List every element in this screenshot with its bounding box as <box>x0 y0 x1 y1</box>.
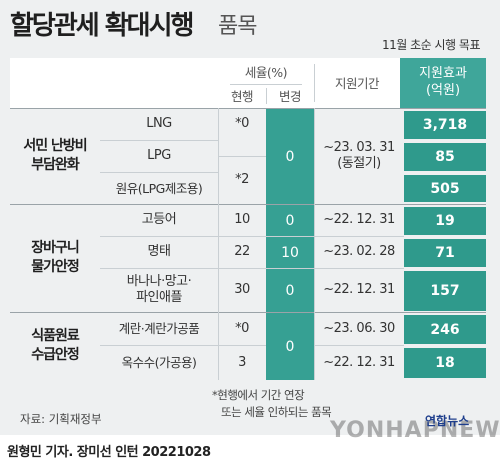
item-lng: LNG <box>146 116 172 132</box>
title-note: 11월 초순 시행 목표 <box>382 38 481 52</box>
item-corn: 옥수수(가공용) <box>121 355 197 370</box>
divider <box>266 88 267 104</box>
footnote-line1: *현행에서 기간 연장 <box>212 388 305 402</box>
header-effect-label: 지원효과 <box>419 66 467 82</box>
divider <box>230 84 302 85</box>
group-heating-line2: 부담완화 <box>31 157 80 173</box>
item-mackerel: 고등어 <box>141 212 177 228</box>
effect-lpg: 85 <box>404 143 486 171</box>
source: 자료: 기획재정부 <box>20 412 102 426</box>
divider <box>314 108 315 380</box>
current-corn: 3 <box>238 354 246 370</box>
divider <box>100 140 218 141</box>
current-egg: *0 <box>235 320 249 336</box>
header-blank <box>10 58 218 108</box>
divider <box>218 156 266 157</box>
item-lpg: LPG <box>147 148 171 164</box>
group-heating: 서민 난방비 부담완화 <box>10 108 100 204</box>
period-egg: ~23. 06. 30 <box>323 320 395 336</box>
period-pollock: ~23. 02. 28 <box>323 244 395 260</box>
period-heating-line2: (동절기) <box>337 156 381 171</box>
header-current: 현행 <box>230 88 254 104</box>
group-food: 식품원료 수급안정 <box>10 312 100 380</box>
header-change: 변경 <box>278 88 302 104</box>
group-food-line1: 식품원료 <box>31 328 80 345</box>
title-main: 할당관세 확대시행 <box>10 11 194 41</box>
header-effect: 지원효과 (억원) <box>400 58 486 108</box>
effect-egg: 246 <box>404 315 486 344</box>
change-cell-pollock: 10 <box>266 237 314 268</box>
divider <box>218 108 219 380</box>
change-cell-mackerel: 0 <box>266 205 314 236</box>
change-cell-food: 0 <box>266 313 314 380</box>
divider <box>100 172 218 173</box>
title-sub: 품목 <box>218 14 257 39</box>
current-pollock: 22 <box>234 244 250 260</box>
watermark: YONHAPNEWS <box>330 418 500 443</box>
period-mackerel: ~22. 12. 31 <box>323 212 395 228</box>
header-period: 지원기간 <box>334 75 380 91</box>
current-lng: *0 <box>235 116 249 132</box>
footnote: *현행에서 기간 연장 또는 세율 인하되는 품목 <box>212 387 332 420</box>
group-groceries-line2: 물가안정 <box>31 259 80 275</box>
current-lpg-crude: *2 <box>235 172 249 188</box>
period-fruit: ~22. 12. 31 <box>323 282 395 298</box>
header-effect-unit: (억원) <box>425 83 461 98</box>
divider <box>100 268 404 269</box>
current-mackerel: 10 <box>234 212 250 228</box>
effect-mackerel: 19 <box>404 207 486 235</box>
item-egg: 계란·계란가공품 <box>118 321 200 336</box>
divider <box>100 236 404 237</box>
effect-crude: 505 <box>404 175 486 202</box>
group-heating-line1: 서민 난방비 <box>23 138 87 155</box>
group-groceries-line1: 장바구니 <box>31 240 80 257</box>
change-cell-heating: 0 <box>266 109 314 204</box>
period-corn: ~22. 12. 31 <box>323 354 395 370</box>
effect-pollock: 71 <box>404 239 486 267</box>
item-fruit: 바나나·망고· 파인애플 <box>100 268 218 312</box>
divider <box>10 204 486 205</box>
effect-lng: 3,718 <box>404 111 486 139</box>
effect-fruit: 157 <box>404 271 486 311</box>
footnote-line2: 또는 세율 인하되는 품목 <box>221 404 332 419</box>
group-food-line2: 수급안정 <box>31 347 80 363</box>
header-period-bg <box>314 58 400 108</box>
divider <box>100 345 404 346</box>
yonhap-logo: 연합뉴스 <box>425 414 470 428</box>
divider <box>10 312 486 313</box>
item-pollock: 명태 <box>147 244 171 260</box>
effect-corn: 18 <box>404 348 486 378</box>
period-heating: ~23. 03. 31 (동절기) <box>314 108 404 204</box>
item-fruit-line2: 파인애플 <box>136 290 182 305</box>
infographic-card: 할당관세 확대시행 품목 11월 초순 시행 목표 세율(%) 현행 변경 지원… <box>0 0 500 443</box>
change-cell-fruit: 0 <box>266 269 314 312</box>
item-crude: 원유(LPG제조용) <box>115 180 203 196</box>
divider <box>10 108 486 109</box>
current-fruit: 30 <box>234 282 250 298</box>
credit: 원형민 기자. 장미선 인턴 20221028 <box>7 445 211 460</box>
tariff-table: 세율(%) 현행 변경 지원기간 지원효과 (억원) 0 0 10 0 0 <box>10 58 486 380</box>
item-fruit-line1: 바나나·망고· <box>126 274 192 290</box>
group-groceries: 장바구니 물가안정 <box>10 204 100 312</box>
header-tax-rate: 세율(%) <box>244 64 288 80</box>
period-heating-line1: ~23. 03. 31 <box>323 140 395 156</box>
divider <box>314 64 315 102</box>
